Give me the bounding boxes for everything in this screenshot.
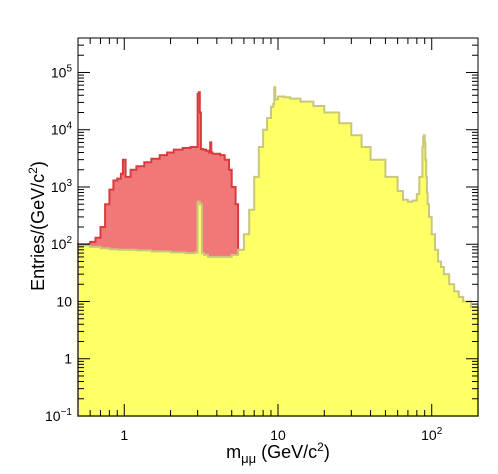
series-yellow-area (77, 86, 479, 417)
x-axis-title-close: ) (324, 442, 330, 462)
y-tick-label: 105 (51, 63, 73, 80)
y-tick-label: 1 (64, 351, 72, 367)
x-axis-title-sup: 2 (317, 440, 324, 454)
y-axis-title-sup: 2 (26, 167, 40, 174)
chart-marks (77, 86, 479, 417)
axis-ticks: 10−1 1 10 102 103 104 105 1 10 102 (45, 37, 479, 443)
x-tick-label: 10 (270, 427, 286, 443)
x-axis-title: mμμ (GeV/c2) (226, 440, 330, 466)
y-tick-label: 103 (51, 178, 73, 195)
y-axis-title-main: Entries/(GeV/c (28, 174, 48, 291)
x-axis-title-sub: μμ (241, 451, 256, 466)
y-tick-label: 104 (51, 121, 73, 138)
x-axis-title-main: m (226, 442, 241, 462)
x-axis-title-rest: (GeV/c (256, 442, 317, 462)
y-tick-label: 10−1 (45, 407, 72, 424)
y-tick-label: 102 (51, 235, 73, 252)
y-axis-title: Entries/(GeV/c2) (26, 161, 48, 291)
x-tick-label: 102 (421, 426, 443, 443)
y-axis-title-close: ) (28, 161, 48, 167)
x-tick-label: 1 (120, 427, 128, 443)
y-tick-label: 10 (56, 293, 72, 309)
